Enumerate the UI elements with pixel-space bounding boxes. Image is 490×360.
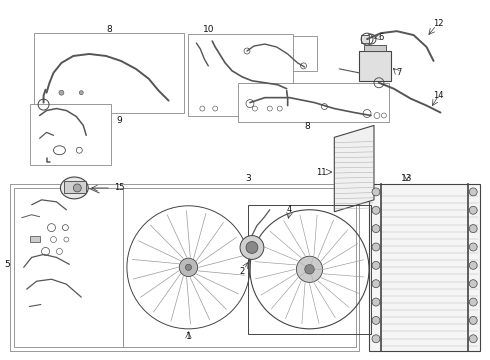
Text: 1: 1 [186,332,191,341]
Circle shape [372,280,380,288]
Circle shape [469,225,477,233]
Text: 11: 11 [316,167,327,176]
Bar [30,104,111,165]
Circle shape [372,206,380,214]
Circle shape [246,242,258,253]
Bar [238,83,389,122]
FancyArrowPatch shape [29,305,41,306]
Bar [238,36,318,71]
Bar [361,35,369,43]
Text: 13: 13 [401,174,413,183]
Circle shape [469,206,477,214]
Circle shape [469,335,477,343]
Polygon shape [334,125,374,212]
Text: 10: 10 [202,25,214,34]
Circle shape [469,261,477,269]
Bar [64,181,86,193]
Circle shape [372,261,380,269]
Circle shape [469,298,477,306]
Circle shape [296,256,322,282]
Circle shape [469,243,477,251]
Circle shape [469,316,477,324]
Bar [359,51,391,81]
Circle shape [179,258,197,276]
Text: 14: 14 [433,91,444,100]
Bar [14,188,123,347]
Bar [248,205,371,334]
Circle shape [469,188,477,196]
Text: 3: 3 [245,174,251,183]
Circle shape [372,188,380,196]
Circle shape [74,184,81,192]
Circle shape [79,91,83,95]
Text: 6: 6 [378,33,384,42]
Bar [123,188,356,347]
Bar [369,184,480,351]
Bar [30,235,40,242]
Text: 9: 9 [116,116,122,125]
Circle shape [305,265,314,274]
Text: 12: 12 [433,19,444,28]
Circle shape [469,280,477,288]
Circle shape [59,90,64,95]
Circle shape [372,316,380,324]
Ellipse shape [60,177,88,199]
Bar [189,34,293,116]
Text: 2: 2 [240,267,245,276]
Circle shape [185,264,192,270]
Circle shape [372,243,380,251]
Bar [364,45,386,51]
Circle shape [372,225,380,233]
Text: 4: 4 [287,205,292,214]
Text: 15: 15 [114,184,124,193]
Text: 8: 8 [106,25,112,34]
Text: 7: 7 [396,68,401,77]
Circle shape [372,335,380,343]
Bar [34,33,184,113]
Text: 5: 5 [4,260,10,269]
Circle shape [240,235,264,260]
Bar [10,184,359,351]
Circle shape [372,298,380,306]
Text: 8: 8 [305,122,310,131]
